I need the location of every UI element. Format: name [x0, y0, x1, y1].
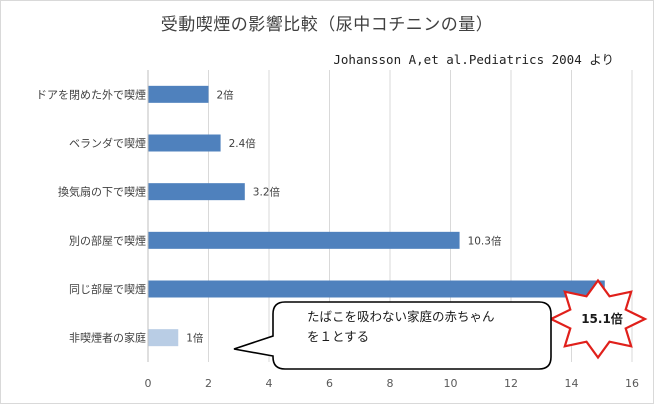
bar	[148, 85, 209, 103]
category-label: 非喫煙者の家庭	[69, 331, 146, 345]
callout-bubble	[233, 301, 552, 370]
x-tick-label: 16	[625, 377, 639, 390]
source-citation: Johansson A,et al.Pediatrics 2004 より	[333, 52, 614, 67]
x-tick-label: 6	[326, 377, 333, 390]
x-tick-label: 2	[205, 377, 212, 390]
x-tick-label: 14	[565, 377, 579, 390]
x-tick-label: 12	[504, 377, 518, 390]
category-label: ドアを閉めた外で喫煙	[36, 88, 146, 101]
category-label: 別の部屋で喫煙	[69, 233, 146, 247]
x-tick-label: 8	[387, 377, 394, 390]
bar	[148, 231, 460, 249]
x-tick-label: 4	[266, 377, 273, 390]
bar	[148, 280, 605, 298]
callout-text: たばこを吸わない家庭の赤ちゃん	[307, 309, 495, 324]
data-label: 3.2倍	[253, 186, 281, 199]
data-label: 2倍	[217, 88, 235, 101]
x-tick-label: 0	[145, 377, 152, 390]
callout-text: を１とする	[307, 329, 369, 344]
highlight-label: 15.1倍	[581, 311, 623, 326]
chart-title: 受動喫煙の影響比較（尿中コチニンの量）	[160, 15, 494, 35]
x-tick-label: 10	[444, 377, 458, 390]
bar	[148, 329, 179, 347]
highlight-star	[548, 278, 648, 360]
bar	[148, 183, 245, 201]
data-label: 2.4倍	[229, 137, 257, 150]
category-label: 換気扇の下で喫煙	[58, 185, 146, 199]
data-label: 10.3倍	[468, 234, 502, 247]
bar	[148, 134, 221, 152]
data-label: 1倍	[186, 332, 204, 345]
category-label: 同じ部屋で喫煙	[69, 282, 146, 296]
category-label: ベランダで喫煙	[69, 136, 146, 150]
